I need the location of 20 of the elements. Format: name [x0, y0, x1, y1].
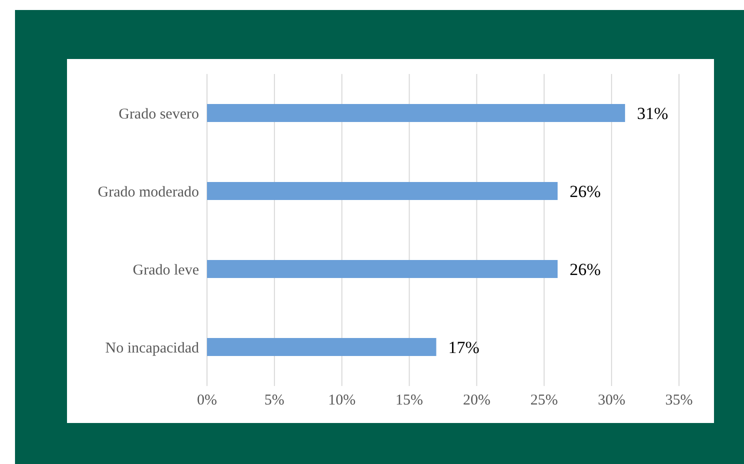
- x-tick-label: 10%: [328, 392, 356, 409]
- bar: [207, 104, 626, 122]
- bar: [207, 182, 558, 200]
- x-tick-label: 15%: [396, 392, 424, 409]
- data-label: 31%: [637, 104, 668, 124]
- data-label: 26%: [570, 182, 601, 202]
- data-label: 26%: [570, 260, 601, 280]
- y-tick-label: Grado moderado: [98, 184, 199, 200]
- x-tick-label: 5%: [264, 392, 284, 409]
- y-tick-label: No incapacidad: [105, 340, 200, 356]
- x-tick-label: 25%: [530, 392, 558, 409]
- x-tick-label: 30%: [598, 392, 626, 409]
- y-tick-label: Grado leve: [132, 262, 200, 278]
- x-tick-label: 20%: [462, 392, 490, 409]
- bar: [207, 338, 436, 356]
- y-tick-label: Grado severo: [118, 106, 199, 122]
- x-tick-label: 0%: [197, 392, 217, 409]
- data-label: 17%: [448, 338, 480, 358]
- bar: [207, 260, 558, 278]
- x-tick-label: 35%: [665, 392, 693, 409]
